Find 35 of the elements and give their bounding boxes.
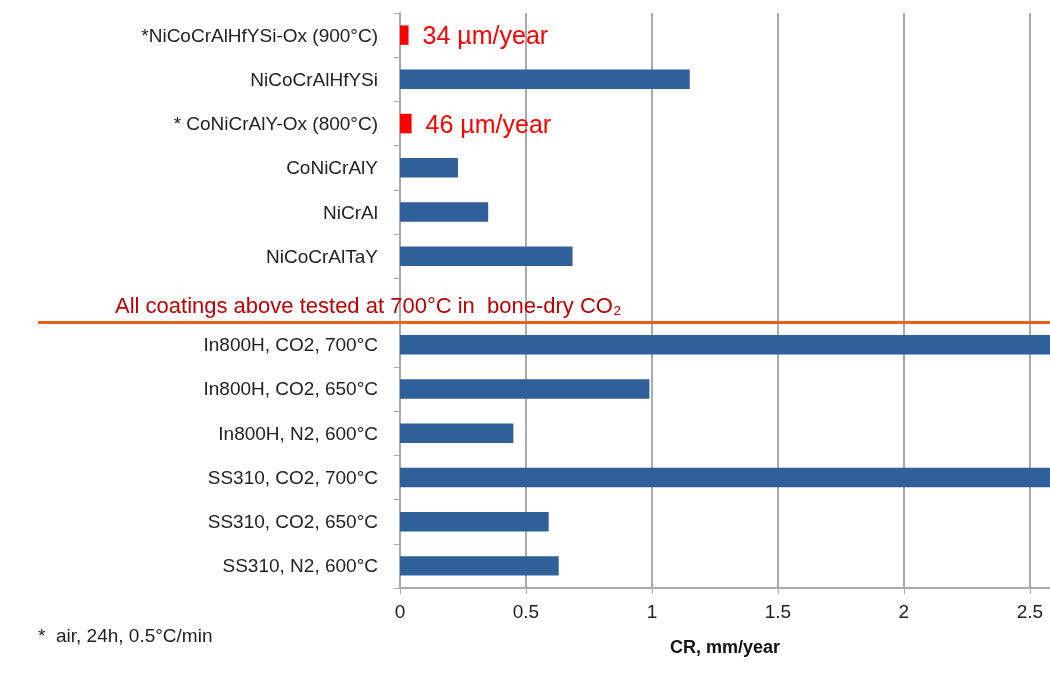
bar <box>400 158 458 178</box>
bar <box>400 467 1050 488</box>
y-tick-label: SS310, CO2, 650°C <box>207 511 378 533</box>
bar <box>400 379 650 399</box>
y-tick-label: NiCoCrAlTaY <box>266 245 379 267</box>
bar <box>400 113 412 134</box>
y-tick-label: NiCoCrAlHfYSi <box>250 68 378 90</box>
y-tick-label: In800H, CO2, 650°C <box>203 378 378 400</box>
x-tick-label: 2 <box>898 601 910 622</box>
y-tick-label: * CoNiCrAlY-Ox (800°C) <box>173 113 378 135</box>
text: * air, 24h, 0.5°C/min <box>38 624 213 646</box>
x-tick-label: 1 <box>646 601 658 622</box>
x-tick-label: 0.5 <box>512 601 540 622</box>
annotation: 46 µm/year <box>425 109 552 138</box>
x-tick-label: 2.5 <box>1016 601 1044 622</box>
y-tick-label: CoNiCrAlY <box>286 157 379 179</box>
bar <box>400 335 1050 355</box>
x-tick-label: 1.5 <box>764 601 792 622</box>
bar <box>400 423 514 443</box>
bar <box>400 246 573 266</box>
bar <box>400 511 549 532</box>
y-tick-label: *NiCoCrAlHfYSi-Ox (900°C) <box>141 24 378 46</box>
y-tick-label: NiCrAl <box>323 201 378 223</box>
bar <box>400 202 489 222</box>
bar <box>400 25 409 45</box>
y-tick-label: In800H, CO2, 700°C <box>203 334 378 356</box>
annotation: 34 µm/year <box>422 21 549 50</box>
ref-line-label: All coatings above tested at 700°C in bone-dry CO₂ <box>115 293 622 319</box>
bar <box>400 69 690 90</box>
y-tick-label: In800H, N2, 600°C <box>218 422 378 444</box>
bar <box>400 556 559 576</box>
y-tick-label: SS310, CO2, 700°C <box>207 466 378 488</box>
x-tick-label: 0 <box>394 601 406 622</box>
y-tick-label: SS310, N2, 600°C <box>222 555 378 577</box>
x-axis-title: CR, mm/year <box>669 637 781 657</box>
